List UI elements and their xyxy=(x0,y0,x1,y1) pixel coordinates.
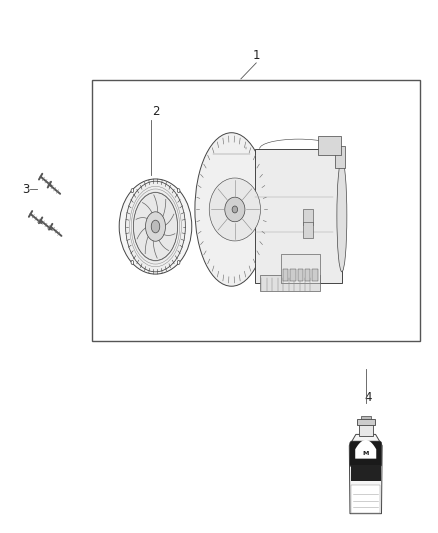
Ellipse shape xyxy=(232,206,237,213)
Bar xyxy=(260,275,320,291)
Ellipse shape xyxy=(337,160,347,272)
Ellipse shape xyxy=(225,197,245,222)
Bar xyxy=(351,485,380,513)
Ellipse shape xyxy=(177,189,180,193)
Bar xyxy=(350,465,381,481)
Polygon shape xyxy=(355,440,376,458)
Bar xyxy=(303,209,313,225)
Ellipse shape xyxy=(195,133,268,286)
Ellipse shape xyxy=(145,212,166,241)
Bar xyxy=(357,418,375,425)
Bar xyxy=(281,254,320,283)
Text: 3: 3 xyxy=(23,183,30,196)
Ellipse shape xyxy=(119,179,192,274)
Text: M: M xyxy=(363,451,369,456)
Ellipse shape xyxy=(131,189,134,193)
Bar xyxy=(318,136,341,155)
Text: 2: 2 xyxy=(152,106,159,118)
Bar xyxy=(255,149,342,283)
Ellipse shape xyxy=(134,192,177,261)
Ellipse shape xyxy=(209,178,261,241)
Ellipse shape xyxy=(126,181,185,272)
Bar xyxy=(358,424,373,436)
Bar xyxy=(92,80,420,341)
Bar xyxy=(298,269,303,281)
Bar xyxy=(312,269,318,281)
Ellipse shape xyxy=(177,260,180,264)
Bar xyxy=(283,269,288,281)
Bar xyxy=(303,222,313,238)
Text: 1: 1 xyxy=(252,50,260,62)
Polygon shape xyxy=(350,434,382,514)
FancyBboxPatch shape xyxy=(350,441,381,467)
Bar xyxy=(290,269,296,281)
Bar xyxy=(335,146,345,168)
Ellipse shape xyxy=(151,220,160,233)
Bar xyxy=(361,416,371,419)
Ellipse shape xyxy=(131,260,134,264)
Text: 4: 4 xyxy=(364,391,372,403)
Bar xyxy=(305,269,310,281)
